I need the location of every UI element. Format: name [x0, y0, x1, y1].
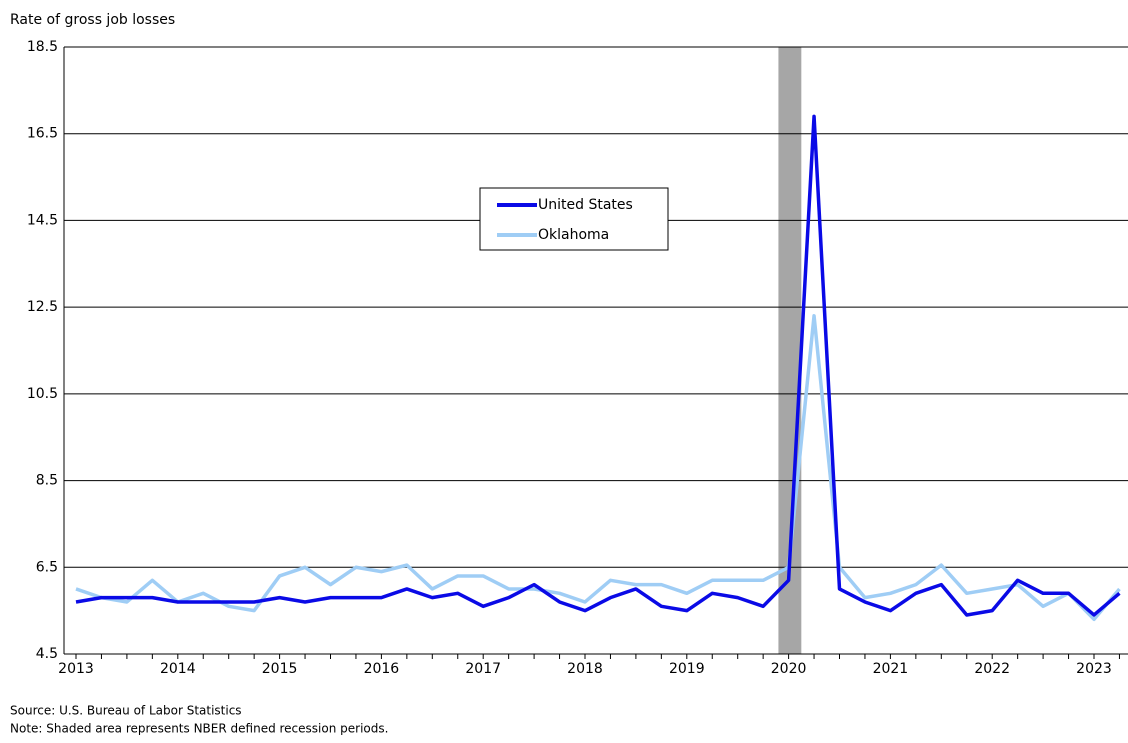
source: Source: U.S. Bureau of Labor Statistics — [10, 704, 242, 718]
x-tick-label: 2019 — [669, 661, 705, 677]
x-tick-label: 2020 — [771, 661, 807, 677]
x-tick-label: 2023 — [1076, 661, 1112, 677]
line-series — [75, 114, 1121, 617]
x-tick-label: 2013 — [58, 661, 94, 677]
legend-box — [479, 187, 669, 251]
legend-label: Oklahoma — [538, 227, 609, 243]
x-tick-label: 2015 — [262, 661, 298, 677]
y-tick-label: 10.5 — [27, 386, 58, 402]
y-tick-label: 8.5 — [36, 473, 58, 489]
y-axis-title: Rate of gross job losses — [10, 12, 175, 28]
line-series — [75, 314, 1121, 622]
x-tick-label: 2022 — [974, 661, 1010, 677]
legend-label: United States — [538, 197, 633, 213]
y-tick-label: 12.5 — [27, 299, 58, 315]
y-tick-label: 14.5 — [27, 212, 58, 228]
x-tick-label: 2014 — [160, 661, 196, 677]
y-tick-label: 6.5 — [36, 559, 58, 575]
y-tick-label: 18.5 — [27, 39, 58, 55]
x-tick-label: 2021 — [873, 661, 909, 677]
x-tick-label: 2017 — [465, 661, 501, 677]
x-tick-label: 2016 — [364, 661, 400, 677]
y-tick-label: 4.5 — [36, 646, 58, 662]
y-tick-label: 16.5 — [27, 126, 58, 142]
x-tick-label: 2018 — [567, 661, 603, 677]
note: Note: Shaded area represents NBER define… — [10, 722, 388, 736]
